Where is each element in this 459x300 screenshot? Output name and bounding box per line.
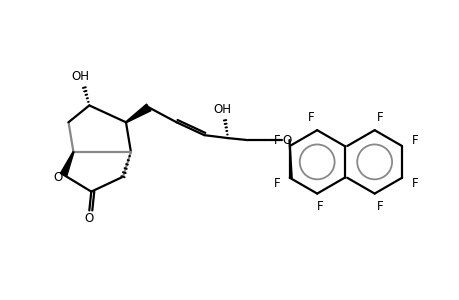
Text: F: F: [376, 111, 383, 124]
Text: O: O: [282, 134, 291, 147]
Polygon shape: [125, 104, 151, 123]
Text: F: F: [411, 134, 417, 147]
Text: F: F: [376, 200, 383, 213]
Polygon shape: [60, 152, 74, 176]
Text: F: F: [307, 111, 314, 124]
Text: O: O: [53, 171, 62, 184]
Text: OH: OH: [213, 103, 230, 116]
Text: F: F: [273, 134, 280, 147]
Text: F: F: [316, 200, 323, 213]
Text: OH: OH: [71, 70, 89, 83]
Text: F: F: [411, 177, 417, 190]
Text: F: F: [273, 177, 280, 190]
Text: O: O: [84, 212, 94, 225]
